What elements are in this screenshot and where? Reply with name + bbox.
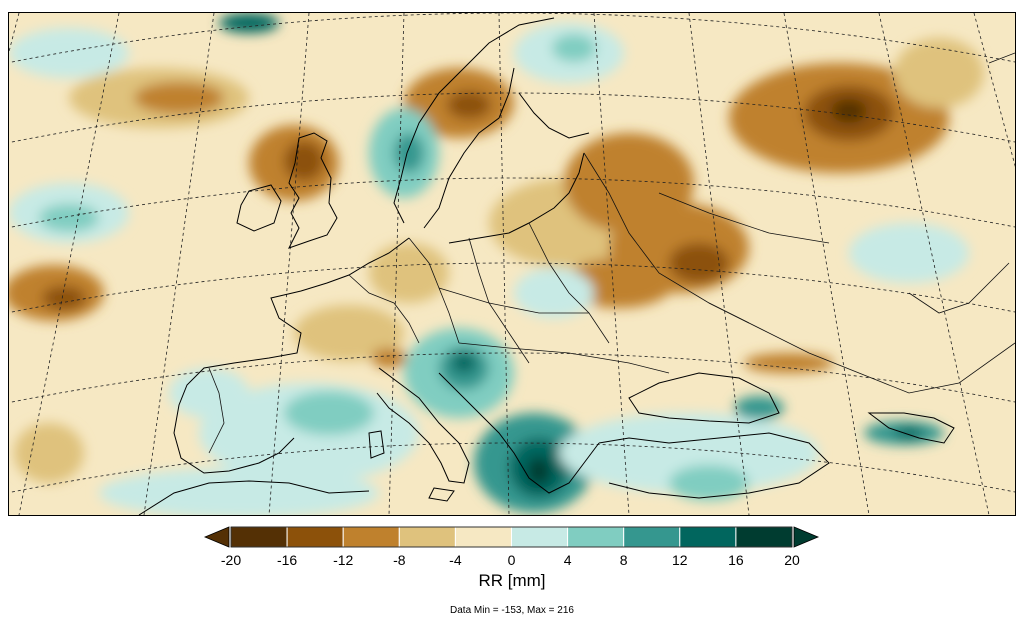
wet-region-iberia <box>169 368 249 418</box>
country-borders <box>208 52 1015 454</box>
coastline-baltic <box>448 152 585 244</box>
colorbar-tick-label: 20 <box>784 552 800 568</box>
colorbar-tick-label: 8 <box>619 552 628 568</box>
colorbar-tick-label: 0 <box>507 552 516 568</box>
colorbar-title: RR [mm] <box>478 571 546 590</box>
border <box>908 262 1010 314</box>
longitude-line <box>783 13 870 515</box>
coastline-turkey <box>598 432 830 499</box>
colorbar-swatch <box>623 526 681 548</box>
wet-region-black-sea <box>734 396 784 420</box>
coastline-sweden <box>423 67 515 229</box>
wet-region-turkey <box>559 413 819 493</box>
latitude-line <box>9 262 1015 314</box>
wet-region-norwegian-sea-core <box>39 204 99 232</box>
border <box>988 52 1015 64</box>
latitude-line <box>9 352 1015 404</box>
longitude-line <box>688 13 750 515</box>
latitude-line <box>9 92 1015 144</box>
coastlines <box>138 17 955 515</box>
dry-region-caucasus <box>744 353 834 373</box>
border <box>458 342 670 374</box>
dry-region-scotland-core <box>284 141 324 181</box>
wet-region-mediterranean-core <box>284 391 374 435</box>
wet-region-north-atlantic <box>9 28 129 78</box>
colorbar-swatch <box>735 526 793 548</box>
colorbar-over-arrow <box>793 526 820 548</box>
coastline-finland <box>518 92 590 139</box>
dry-region-alps <box>371 348 407 368</box>
border <box>348 274 420 344</box>
dry-region-france <box>294 305 404 361</box>
dry-region-lowcountries <box>369 243 449 303</box>
wet-region-danube <box>514 268 594 318</box>
dry-region-west-atlantic-core <box>42 286 86 310</box>
border <box>708 302 1015 394</box>
longitude-line <box>18 13 120 515</box>
coastline-north-africa <box>138 480 370 515</box>
coastline-balkans <box>438 372 600 494</box>
coastline-black-sea <box>628 372 780 424</box>
colorbar-swatch <box>511 526 569 548</box>
latitude-line <box>9 177 1015 229</box>
colorbar-swatch <box>286 526 344 548</box>
colorbar-swatch <box>454 526 512 548</box>
anomaly-fields <box>9 13 984 515</box>
longitude-line <box>878 13 990 515</box>
wet-region-adriatic-deep <box>452 353 476 373</box>
dry-region-north-atlantic-core <box>134 82 224 114</box>
colorbar-swatch <box>679 526 737 548</box>
dry-region-ural <box>894 38 984 108</box>
colorbar-tick-label: -4 <box>449 552 462 568</box>
latitude-line <box>9 442 1015 494</box>
coastline-norway <box>393 17 555 224</box>
colorbar-tick-label: -8 <box>393 552 406 568</box>
dry-region-russia-deep <box>831 99 867 123</box>
wet-region-caspian-core <box>894 427 924 439</box>
dry-region-sweden-core <box>447 91 491 119</box>
wet-region-finland-core <box>552 34 596 62</box>
coastline-sardinia <box>368 430 385 459</box>
colorbar-under-arrow <box>203 526 230 548</box>
border <box>208 367 225 454</box>
colorbar-swatch <box>230 526 288 548</box>
colorbar-tick-label: 4 <box>563 552 572 568</box>
colorbar-frame <box>230 526 793 548</box>
colorbar-swatch <box>342 526 400 548</box>
colorbar-tick-label: -16 <box>276 552 298 568</box>
coastline-caspian <box>867 412 955 444</box>
coastline-great-britain <box>288 132 338 249</box>
wet-region-greece-deep <box>527 457 551 485</box>
coastline-western-europe <box>173 237 410 474</box>
precipitation-map <box>8 12 1016 516</box>
colorbar-tick-label: -12 <box>333 552 354 568</box>
border <box>528 222 610 344</box>
colorbar-tick-label: 12 <box>672 552 688 568</box>
wet-region-turkey-core <box>669 465 749 501</box>
colorbar-swatch <box>398 526 456 548</box>
latitude-line <box>9 13 1015 64</box>
map-canvas <box>9 13 1015 515</box>
colorbar-tick-label: -20 <box>220 552 242 568</box>
longitude-line <box>143 13 215 515</box>
wet-region-north-africa <box>99 468 379 515</box>
data-min-max-text: Data Min = -153, Max = 216 <box>450 605 574 616</box>
dry-region-azores <box>14 423 84 483</box>
coastline-ireland <box>236 184 282 232</box>
colorbar-tick-label: 16 <box>728 552 744 568</box>
coastline-italy <box>376 367 470 484</box>
border <box>658 192 830 244</box>
longitude-line <box>973 13 1015 167</box>
colorbar-swatch <box>567 526 625 548</box>
graticule <box>9 13 1015 515</box>
dry-region-belarus-core <box>669 243 729 283</box>
border <box>438 287 589 314</box>
coastline-sicily <box>428 487 455 502</box>
wet-region-norway-core <box>394 133 424 173</box>
wet-region-east <box>849 223 969 283</box>
